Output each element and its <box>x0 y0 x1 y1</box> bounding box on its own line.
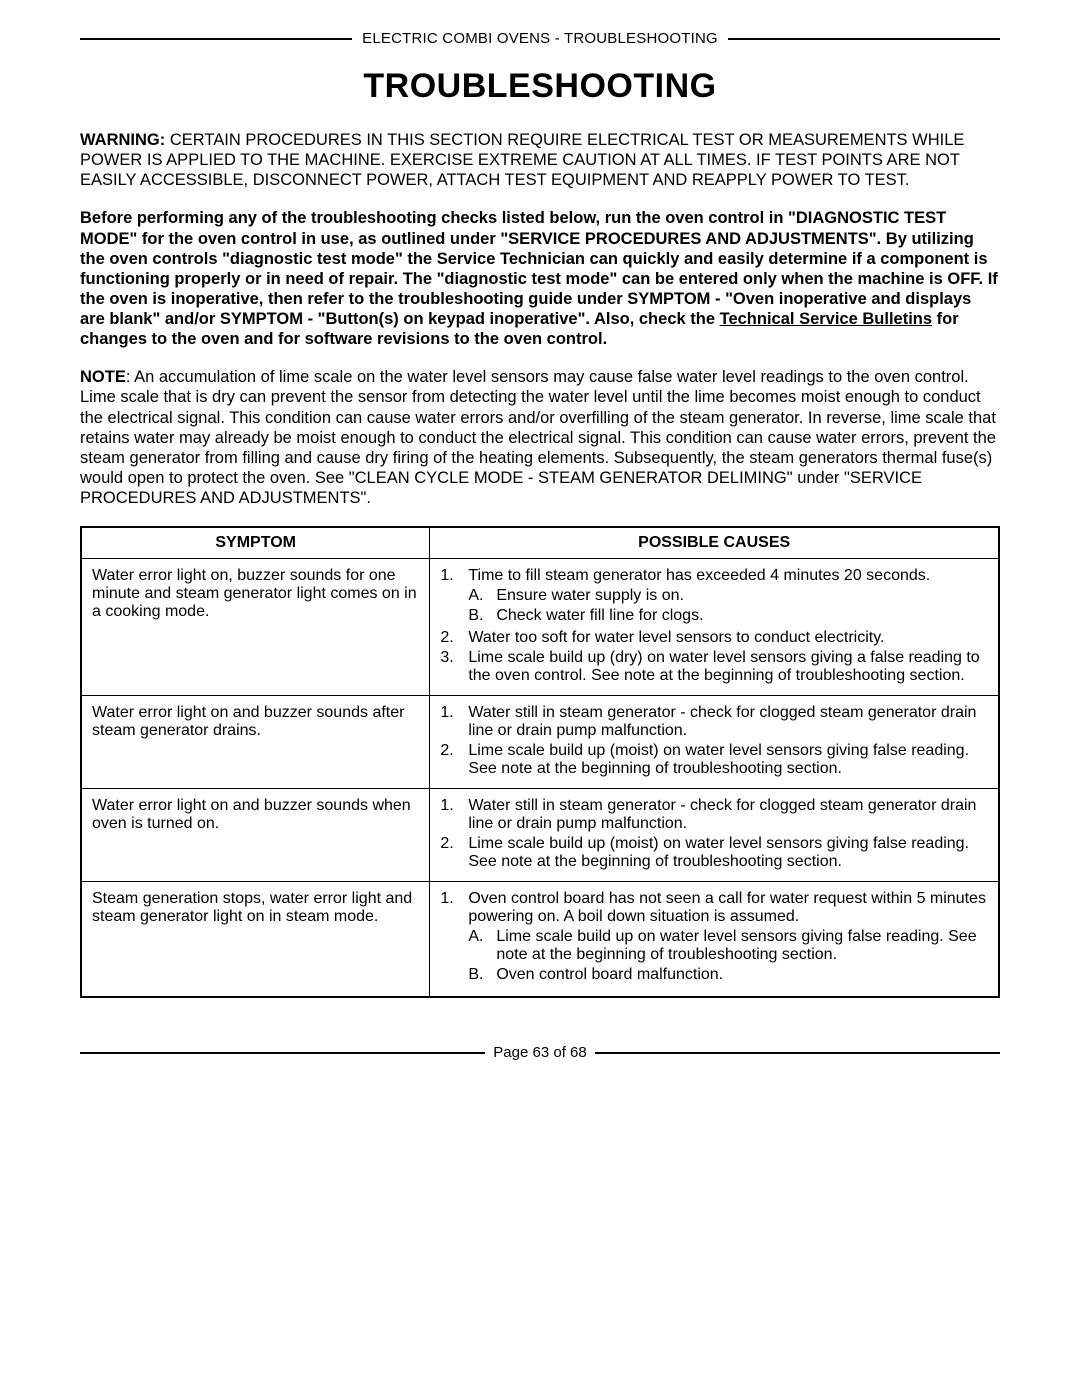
causes-cell: 1.Time to fill steam generator has excee… <box>430 559 999 696</box>
causes-list: 1.Water still in steam generator - check… <box>440 704 988 778</box>
sub-letter: B. <box>468 966 496 984</box>
troubleshooting-table: SYMPTOM POSSIBLE CAUSES Water error ligh… <box>80 526 1000 998</box>
page-title: TROUBLESHOOTING <box>80 67 1000 106</box>
table-row: Water error light on and buzzer sounds a… <box>81 696 999 789</box>
footer-rule: Page 63 of 68 <box>80 1044 1000 1061</box>
cause-text: Lime scale build up (dry) on water level… <box>468 649 988 685</box>
cause-body: Lime scale build up (dry) on water level… <box>468 649 988 685</box>
sub-letter: A. <box>468 928 496 964</box>
col-header-symptom: SYMPTOM <box>81 527 430 559</box>
cause-number: 2. <box>440 835 468 871</box>
causes-list: 1.Water still in steam generator - check… <box>440 797 988 871</box>
cause-body: Lime scale build up (moist) on water lev… <box>468 742 988 778</box>
symptom-cell: Water error light on and buzzer sounds a… <box>81 696 430 789</box>
cause-body: Oven control board has not seen a call f… <box>468 890 988 986</box>
cause-item: 2.Lime scale build up (moist) on water l… <box>440 742 988 778</box>
causes-cell: 1.Water still in steam generator - check… <box>430 696 999 789</box>
sub-letter: B. <box>468 607 496 625</box>
cause-item: 1.Time to fill steam generator has excee… <box>440 567 988 627</box>
cause-body: Lime scale build up (moist) on water lev… <box>468 835 988 871</box>
cause-item: 1.Water still in steam generator - check… <box>440 704 988 740</box>
sub-text: Check water fill line for clogs. <box>496 607 988 625</box>
warning-text: CERTAIN PROCEDURES IN THIS SECTION REQUI… <box>80 131 964 189</box>
rule-right <box>728 38 1000 40</box>
sub-item: A.Ensure water supply is on. <box>468 587 988 605</box>
note-text: : An accumulation of lime scale on the w… <box>80 368 996 507</box>
sub-text: Oven control board malfunction. <box>496 966 988 984</box>
table-body: Water error light on, buzzer sounds for … <box>81 559 999 998</box>
cause-item: 2.Lime scale build up (moist) on water l… <box>440 835 988 871</box>
col-header-causes: POSSIBLE CAUSES <box>430 527 999 559</box>
table-row: Water error light on and buzzer sounds w… <box>81 789 999 882</box>
page-number: Page 63 of 68 <box>485 1044 594 1061</box>
cause-text: Oven control board has not seen a call f… <box>468 890 988 926</box>
cause-text: Water still in steam generator - check f… <box>468 704 988 740</box>
cause-body: Time to fill steam generator has exceede… <box>468 567 988 627</box>
symptom-cell: Water error light on, buzzer sounds for … <box>81 559 430 696</box>
cause-item: 1.Oven control board has not seen a call… <box>440 890 988 986</box>
sub-item: A.Lime scale build up on water level sen… <box>468 928 988 964</box>
instructions-paragraph: Before performing any of the troubleshoo… <box>80 208 1000 349</box>
cause-number: 1. <box>440 704 468 740</box>
cause-body: Water too soft for water level sensors t… <box>468 629 988 647</box>
sub-list: A.Ensure water supply is on.B.Check wate… <box>468 587 988 625</box>
warning-paragraph: WARNING: CERTAIN PROCEDURES IN THIS SECT… <box>80 130 1000 190</box>
symptom-cell: Water error light on and buzzer sounds w… <box>81 789 430 882</box>
cause-number: 1. <box>440 567 468 627</box>
sub-text: Lime scale build up on water level senso… <box>496 928 988 964</box>
cause-number: 2. <box>440 629 468 647</box>
table-header-row: SYMPTOM POSSIBLE CAUSES <box>81 527 999 559</box>
cause-number: 3. <box>440 649 468 685</box>
sub-letter: A. <box>468 587 496 605</box>
cause-text: Lime scale build up (moist) on water lev… <box>468 835 988 871</box>
running-head-rule: ELECTRIC COMBI OVENS - TROUBLESHOOTING <box>80 30 1000 47</box>
note-paragraph: NOTE: An accumulation of lime scale on t… <box>80 367 1000 508</box>
cause-item: 2.Water too soft for water level sensors… <box>440 629 988 647</box>
cause-number: 1. <box>440 890 468 986</box>
sub-text: Ensure water supply is on. <box>496 587 988 605</box>
sub-item: B.Check water fill line for clogs. <box>468 607 988 625</box>
table-row: Steam generation stops, water error ligh… <box>81 882 999 998</box>
cause-text: Water too soft for water level sensors t… <box>468 629 988 647</box>
cause-item: 3.Lime scale build up (dry) on water lev… <box>440 649 988 685</box>
cause-item: 1.Water still in steam generator - check… <box>440 797 988 833</box>
footer-rule-left <box>80 1052 485 1054</box>
cause-text: Lime scale build up (moist) on water lev… <box>468 742 988 778</box>
sub-list: A.Lime scale build up on water level sen… <box>468 928 988 984</box>
note-label: NOTE <box>80 368 126 386</box>
cause-number: 1. <box>440 797 468 833</box>
symptom-cell: Steam generation stops, water error ligh… <box>81 882 430 998</box>
cause-number: 2. <box>440 742 468 778</box>
footer-rule-right <box>595 1052 1000 1054</box>
causes-cell: 1.Oven control board has not seen a call… <box>430 882 999 998</box>
sub-item: B.Oven control board malfunction. <box>468 966 988 984</box>
table-row: Water error light on, buzzer sounds for … <box>81 559 999 696</box>
causes-cell: 1.Water still in steam generator - check… <box>430 789 999 882</box>
rule-left <box>80 38 352 40</box>
instructions-underlined: Technical Service Bulletins <box>720 310 932 328</box>
causes-list: 1.Time to fill steam generator has excee… <box>440 567 988 685</box>
running-head-text: ELECTRIC COMBI OVENS - TROUBLESHOOTING <box>352 30 728 47</box>
cause-body: Water still in steam generator - check f… <box>468 704 988 740</box>
cause-body: Water still in steam generator - check f… <box>468 797 988 833</box>
warning-label: WARNING: <box>80 131 165 149</box>
cause-text: Time to fill steam generator has exceede… <box>468 567 988 585</box>
cause-text: Water still in steam generator - check f… <box>468 797 988 833</box>
causes-list: 1.Oven control board has not seen a call… <box>440 890 988 986</box>
